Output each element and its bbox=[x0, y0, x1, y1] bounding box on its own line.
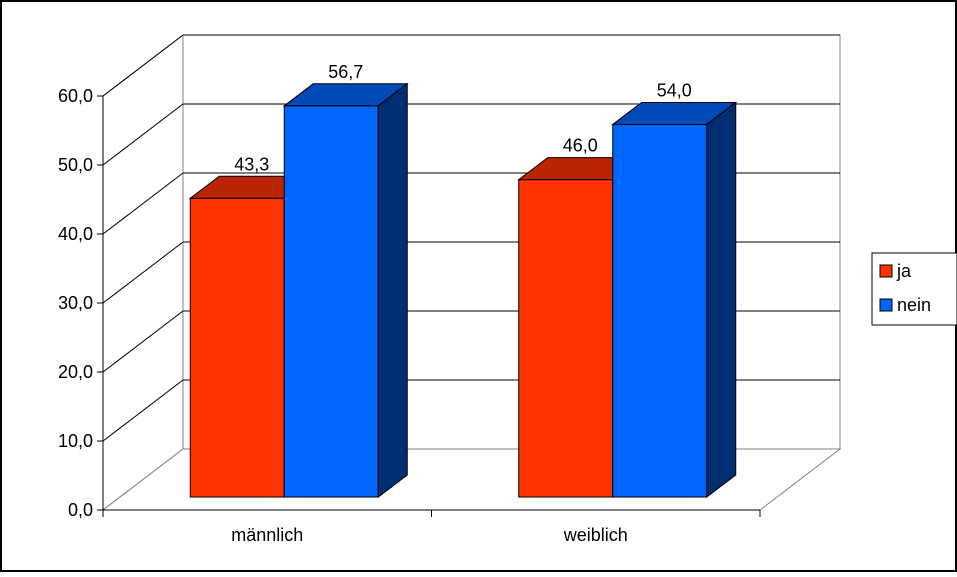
legend: ja nein bbox=[871, 252, 957, 326]
bar-front bbox=[283, 105, 379, 498]
y-tick-label: 60,0 bbox=[58, 86, 93, 106]
x-tick-labels: männlich weiblich bbox=[231, 525, 628, 545]
bar-front bbox=[189, 197, 285, 498]
bars bbox=[188, 82, 738, 499]
bar-front bbox=[612, 123, 708, 498]
axes bbox=[97, 95, 761, 517]
gridline-side bbox=[102, 241, 184, 304]
data-label: 56,7 bbox=[328, 62, 363, 82]
legend-label-nein: nein bbox=[897, 295, 931, 315]
gridline-side bbox=[102, 34, 184, 97]
bar-nein-männlich bbox=[282, 82, 409, 499]
y-tick-label: 20,0 bbox=[58, 362, 93, 382]
gridline-side bbox=[102, 379, 184, 442]
y-tick-labels: 0,0 10,0 20,0 30,0 40,0 50,0 60,0 bbox=[58, 86, 93, 520]
data-labels: 43,3 56,7 46,0 54,0 bbox=[234, 62, 692, 174]
y-tick-label: 30,0 bbox=[58, 293, 93, 313]
x-tick-label: weiblich bbox=[563, 525, 628, 545]
legend-label-ja: ja bbox=[896, 261, 912, 281]
gridline-side bbox=[102, 172, 184, 235]
y-tick-label: 40,0 bbox=[58, 224, 93, 244]
legend-swatch-nein bbox=[879, 298, 893, 312]
legend-swatch-ja bbox=[879, 264, 893, 278]
bar-nein-weiblich bbox=[611, 101, 738, 499]
gridline-side bbox=[102, 103, 184, 166]
bar-side bbox=[377, 82, 408, 499]
y-tick-label: 10,0 bbox=[58, 431, 93, 451]
y-tick-label: 50,0 bbox=[58, 155, 93, 175]
y-tick-label: 0,0 bbox=[68, 500, 93, 520]
bar-front bbox=[518, 179, 614, 498]
data-label: 54,0 bbox=[657, 80, 692, 100]
x-tick-label: männlich bbox=[231, 525, 303, 545]
bar-side bbox=[706, 101, 737, 499]
gridline-side bbox=[102, 310, 184, 373]
data-label: 43,3 bbox=[234, 154, 269, 174]
data-label: 46,0 bbox=[563, 136, 598, 156]
